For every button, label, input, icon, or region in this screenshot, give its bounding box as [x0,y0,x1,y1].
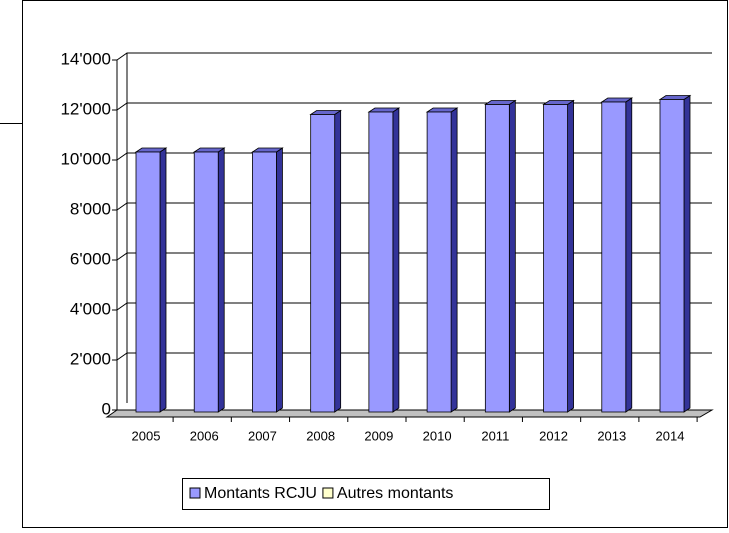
bar-side [334,109,342,413]
bar-side [217,147,225,413]
y-tick-label: 2'000 [70,349,111,368]
x-tick-label: 2008 [306,428,335,443]
y-tick-label: 8'000 [70,199,111,218]
bar-side [625,97,633,413]
x-tick-label: 2009 [364,428,393,443]
legend-swatch [189,487,201,499]
x-tick-label: 2011 [481,428,509,443]
x-tick-label: 2013 [597,428,626,443]
bar-top [251,147,284,153]
bar-side [392,107,400,413]
y-tick-label: 6'000 [70,249,111,268]
bar-top [658,95,692,100]
bar [543,104,568,413]
bar-top [367,107,401,113]
y-tick-label: 10'000 [60,149,111,168]
legend-label: Montants RCJU [204,485,317,502]
bar-top [192,147,226,153]
bar [310,114,336,413]
bar [135,151,161,413]
bar [193,151,219,413]
bar [484,104,510,413]
y-tick-label: 14'000 [60,49,111,68]
bar-side [567,99,574,413]
x-tick-label: 2012 [539,428,568,443]
bar-top [425,107,459,113]
legend-label: Autres montants [337,485,454,502]
y-tick-label: 12'000 [60,99,111,118]
legend-swatch [322,487,334,499]
x-tick-label: 2010 [423,428,452,443]
bar-top [309,110,342,115]
bar-top [600,97,634,103]
bar-side [159,147,167,413]
x-tick-label: 2006 [190,428,219,443]
bar-top [134,147,168,153]
x-tick-label: 2007 [248,428,277,443]
bar [252,151,277,413]
y-tick-label: 0 [102,399,111,418]
bar-side [683,94,691,413]
bar-top [484,100,517,105]
bar-side [508,99,516,413]
bar [659,99,685,413]
bar-side [276,147,283,413]
y-tick-label: 4'000 [70,299,111,318]
bar-side [450,107,458,413]
legend-box [182,478,550,510]
bar [601,101,627,413]
bar [368,111,394,413]
bar [426,111,452,413]
x-tick-label: 2014 [656,428,685,443]
x-tick-label: 2005 [132,428,161,443]
bar-top [542,100,575,105]
